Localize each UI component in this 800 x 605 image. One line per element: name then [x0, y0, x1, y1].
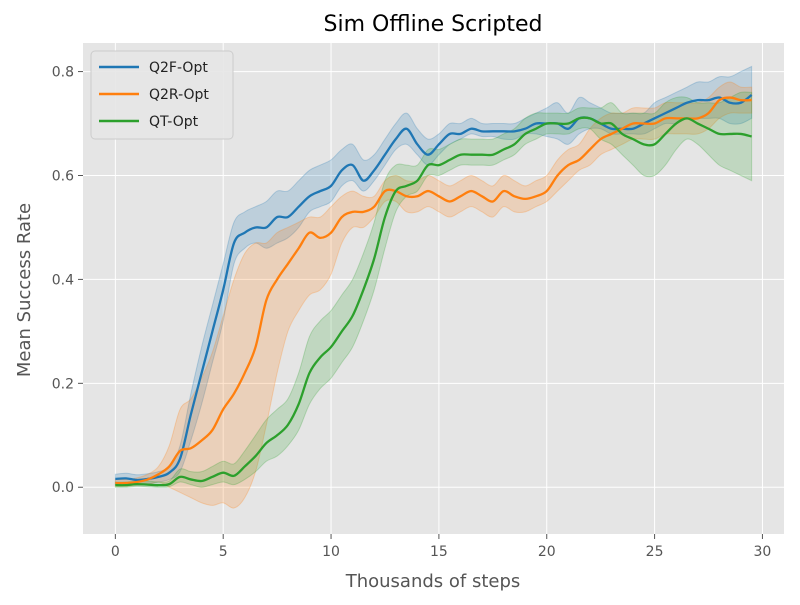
confidence-band-q2r [114, 81, 753, 509]
x-tick-label: 25 [646, 544, 664, 560]
tick-labels: 0 5 10 15 20 25 30 0.0 0.2 0.4 0.6 0.8 [52, 65, 772, 560]
y-tick-label: 0.8 [52, 65, 74, 81]
legend-box [90, 50, 234, 140]
confidence-band-qt [114, 91, 753, 488]
y-tick-label: 0.2 [52, 376, 74, 392]
y-tick-label: 0.6 [52, 168, 74, 184]
x-tick-label: 10 [322, 544, 340, 560]
x-tick-label: 15 [430, 544, 448, 560]
x-tick-label: 20 [538, 544, 556, 560]
legend-label-q2f: Q2F-Opt [149, 60, 208, 76]
y-axis-label: Mean Success Rate [14, 203, 35, 377]
legend-label-qt: QT-Opt [149, 114, 199, 130]
legend: Q2F-Opt Q2R-Opt QT-Opt [90, 50, 234, 140]
series-lines [115, 94, 753, 487]
x-axis-label: Thousands of steps [345, 571, 521, 592]
legend-label-q2r: Q2R-Opt [149, 87, 209, 103]
y-tick-label: 0.0 [52, 480, 74, 496]
chart-title: Sim Offline Scripted [324, 12, 543, 37]
x-tick-label: 0 [111, 544, 120, 560]
x-tick-label: 5 [219, 544, 228, 560]
series-line-q2r [115, 96, 752, 485]
series-line-qt [115, 116, 752, 487]
x-tick-label: 30 [754, 544, 772, 560]
y-tick-label: 0.4 [52, 272, 74, 288]
